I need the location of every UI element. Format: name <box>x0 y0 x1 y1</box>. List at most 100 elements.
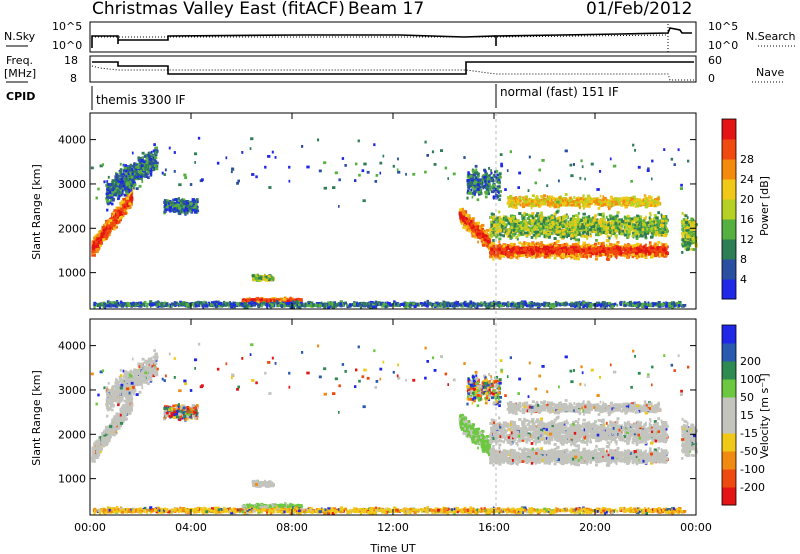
power-echo <box>144 170 146 174</box>
power-echo <box>488 174 491 177</box>
power-echo <box>465 216 468 220</box>
power-echo <box>428 302 431 306</box>
power-echo <box>133 170 137 173</box>
power-echo <box>114 178 118 181</box>
power-echo <box>327 301 331 305</box>
power-echo <box>464 221 466 225</box>
power-echo <box>104 223 107 227</box>
power-echo <box>506 304 509 308</box>
power-echo <box>465 226 469 230</box>
power-echo <box>193 200 197 204</box>
power-echo <box>148 303 151 307</box>
power-echo <box>97 237 99 240</box>
power-echo <box>102 238 106 241</box>
power-echo <box>537 302 540 306</box>
power-echo <box>295 298 298 302</box>
power-echo <box>106 231 109 235</box>
power-echo <box>126 167 130 170</box>
power-echo <box>113 225 116 229</box>
power-echo <box>134 302 138 306</box>
power-echo <box>139 166 143 170</box>
power-echo <box>176 203 179 207</box>
power-echo <box>105 227 109 230</box>
power-echo <box>611 305 614 309</box>
power-echo <box>488 192 491 196</box>
power-echo <box>499 304 503 307</box>
power-echo <box>481 228 484 231</box>
power-echo <box>543 301 547 305</box>
power-echo <box>493 302 497 306</box>
power-echo <box>496 185 501 189</box>
power-echo <box>103 302 107 306</box>
power-echo <box>254 277 258 280</box>
power-echo <box>116 194 119 197</box>
power-echo <box>93 305 96 309</box>
power-echo <box>119 185 122 188</box>
power-echo <box>99 238 103 241</box>
power-echo <box>467 171 470 175</box>
power-echo <box>395 302 398 306</box>
power-echo <box>472 178 476 182</box>
power-echo <box>195 200 199 204</box>
power-echo <box>186 211 189 215</box>
power-echo <box>543 304 546 307</box>
power-echo <box>491 178 494 182</box>
power-echo <box>122 184 126 188</box>
power-echo <box>534 302 537 306</box>
power-echo <box>481 223 485 227</box>
power-echo <box>183 209 187 212</box>
power-echo <box>210 303 213 306</box>
power-echo <box>589 303 594 306</box>
power-echo <box>483 301 486 305</box>
power-echo <box>353 302 356 306</box>
power-echo <box>269 299 272 303</box>
power-echo <box>134 176 136 180</box>
power-echo <box>147 160 150 164</box>
power-echo <box>255 273 258 277</box>
power-echo <box>468 218 471 222</box>
power-echo <box>288 302 291 306</box>
power-echo <box>327 303 330 307</box>
power-echo <box>196 209 200 213</box>
power-echo <box>467 189 470 193</box>
power-echo <box>147 158 150 162</box>
power-echo <box>311 304 315 307</box>
power-echo <box>98 236 101 240</box>
power-echo <box>130 182 133 186</box>
power-echo <box>150 168 153 172</box>
power-echo <box>101 232 105 236</box>
power-echo <box>398 303 401 307</box>
power-echo <box>441 305 443 308</box>
power-echo <box>160 305 163 308</box>
power-echo <box>192 208 195 212</box>
power-echo <box>98 233 101 237</box>
power-echo <box>267 275 271 278</box>
power-echo <box>109 223 112 227</box>
power-echo <box>498 175 502 179</box>
power-echo <box>191 302 195 306</box>
power-echo <box>393 300 396 304</box>
power-echo <box>644 301 647 304</box>
power-echo <box>466 228 469 232</box>
power-echo <box>346 305 350 309</box>
power-echo <box>439 304 442 308</box>
power-echo <box>105 197 108 201</box>
power-echo <box>457 304 459 308</box>
power-echo <box>430 302 433 306</box>
power-echo <box>119 207 122 211</box>
power-echo <box>490 190 495 194</box>
power-echo <box>179 201 182 205</box>
power-echo <box>475 225 480 229</box>
power-echo <box>339 304 342 308</box>
power-echo <box>639 302 642 306</box>
power-echo <box>329 301 332 304</box>
power-echo <box>115 208 118 212</box>
power-echo <box>169 201 173 204</box>
power-echo <box>346 303 349 307</box>
power-echo <box>472 304 475 307</box>
power-echo <box>128 188 132 192</box>
power-echo <box>99 241 103 245</box>
power-echo <box>477 185 482 189</box>
nsky-trace <box>91 27 692 48</box>
power-echo <box>163 301 166 305</box>
